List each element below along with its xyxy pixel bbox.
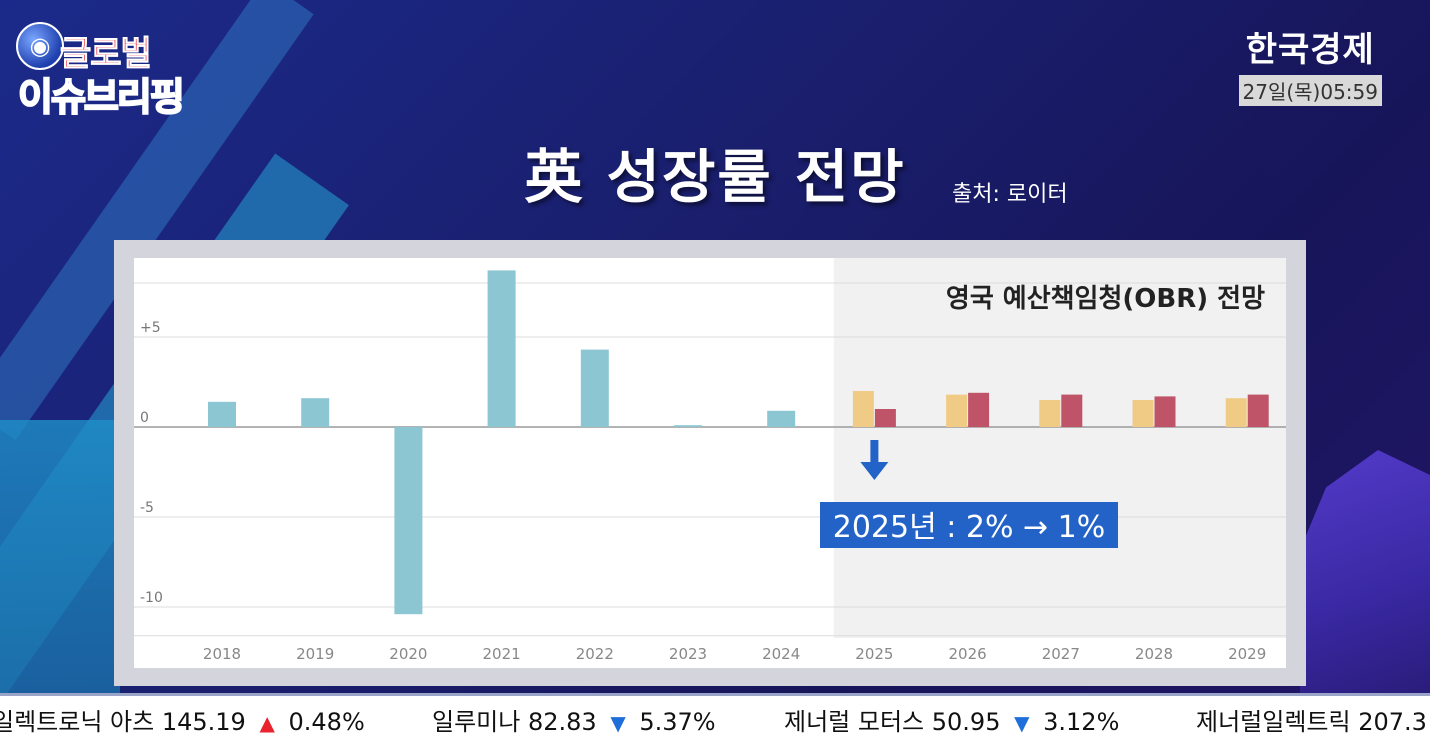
x-tick-label: 2022 bbox=[576, 645, 614, 663]
bar bbox=[487, 270, 516, 427]
ticker-name: 제너럴 모터스 bbox=[784, 708, 925, 736]
x-tick-label: 2023 bbox=[669, 645, 707, 663]
bar bbox=[301, 398, 330, 427]
ticker-price: 50.95 bbox=[931, 708, 1001, 736]
headline-title: 英 성장률 전망 bbox=[524, 143, 906, 211]
program-logo: ◉ 글로벌 이슈브리핑 bbox=[16, 22, 226, 120]
chart-title: 영국 예산책임청(OBR) 전망 bbox=[946, 284, 1265, 314]
bar bbox=[1154, 396, 1176, 427]
y-tick-label: +5 bbox=[140, 320, 161, 336]
bar bbox=[674, 425, 702, 427]
ticker-change: 3.12% bbox=[1043, 708, 1120, 736]
bar bbox=[394, 427, 423, 615]
ticker-change: 5.37% bbox=[639, 708, 716, 736]
bar bbox=[874, 409, 896, 427]
logo-line2: 이슈브리핑 bbox=[17, 74, 186, 120]
annotation-arrow-shaft bbox=[870, 440, 879, 464]
bar bbox=[767, 410, 796, 427]
x-tick-label: 2018 bbox=[203, 645, 241, 663]
background-city-graphic bbox=[1300, 450, 1430, 700]
y-tick-label: -5 bbox=[140, 500, 154, 516]
ticker-change: 0.48% bbox=[288, 708, 365, 736]
y-tick-label: 0 bbox=[140, 410, 149, 426]
y-tick-label: -10 bbox=[140, 590, 163, 606]
x-tick-label: 2029 bbox=[1228, 645, 1266, 663]
ticker-item: 일루미나 82.83 ▼ 5.37% bbox=[432, 702, 716, 737]
down-arrow-icon: ▼ bbox=[1014, 711, 1030, 735]
ticker-price: 82.83 bbox=[527, 708, 597, 736]
annotation-box bbox=[820, 502, 1118, 548]
stock-ticker: 일렉트로닉 아츠 145.19 ▲ 0.48% 일루미나 82.83 ▼ 5.3… bbox=[0, 693, 1430, 738]
bar bbox=[208, 401, 236, 427]
x-tick-label: 2019 bbox=[296, 645, 334, 663]
annotation-text: 2025년 : 2% → 1% bbox=[833, 510, 1106, 545]
forecast-shade bbox=[833, 258, 1286, 638]
ticker-name: 제너럴일렉트릭 bbox=[1196, 708, 1351, 736]
headline-source: 출처: 로이터 bbox=[952, 182, 1068, 207]
globe-icon: ◉ bbox=[16, 22, 64, 70]
x-tick-label: 2020 bbox=[389, 645, 427, 663]
ticker-price: 145.19 bbox=[161, 708, 246, 736]
ticker-item: 제너럴일렉트릭 207.3 bbox=[1196, 702, 1427, 737]
chart-frame: +5 0 -5 -10 2018 2019 2020 2021 2022 2023 2024 2025… bbox=[114, 240, 1306, 686]
x-tick-label: 2028 bbox=[1135, 645, 1173, 663]
ticker-item: 일렉트로닉 아츠 145.19 ▲ 0.48% bbox=[0, 702, 365, 737]
bar bbox=[1247, 394, 1269, 427]
x-tick-label: 2026 bbox=[949, 645, 987, 663]
x-tick-label: 2027 bbox=[1042, 645, 1080, 663]
ticker-name: 일루미나 bbox=[432, 708, 521, 736]
logo-line1: 글로벌 bbox=[60, 34, 153, 75]
broadcast-time: 27일(목)05:59 bbox=[1238, 75, 1382, 106]
down-arrow-icon: ▼ bbox=[610, 711, 626, 735]
x-tick-label: 2025 bbox=[855, 645, 893, 663]
bar bbox=[852, 391, 874, 427]
bar bbox=[1225, 398, 1247, 427]
up-arrow-icon: ▲ bbox=[259, 711, 275, 735]
x-tick-label: 2024 bbox=[762, 645, 800, 663]
bar bbox=[1061, 394, 1083, 427]
down-arrow-icon bbox=[860, 462, 889, 480]
bar bbox=[580, 349, 609, 427]
ticker-price: 207.3 bbox=[1358, 708, 1427, 736]
bar bbox=[946, 394, 968, 427]
bar bbox=[968, 392, 990, 427]
broadcaster-name: 한국경제 bbox=[1245, 30, 1375, 70]
background-block bbox=[0, 420, 120, 700]
ticker-item: 제너럴 모터스 50.95 ▼ 3.12% bbox=[784, 702, 1119, 737]
x-tick-label: 2021 bbox=[483, 645, 521, 663]
bar-chart: +5 0 -5 -10 2018 2019 2020 2021 2022 2023 2024 2025… bbox=[134, 258, 1286, 663]
headline: 英 성장률 전망 출처: 로이터 bbox=[0, 130, 1430, 214]
broadcaster-brand: 한국경제 27일(목)05:59 bbox=[1238, 22, 1382, 106]
bar bbox=[1039, 400, 1061, 427]
chart-area: +5 0 -5 -10 2018 2019 2020 2021 2022 2023 2024 2025… bbox=[134, 258, 1286, 668]
ticker-name: 일렉트로닉 아츠 bbox=[0, 708, 155, 736]
bar bbox=[1132, 400, 1154, 427]
